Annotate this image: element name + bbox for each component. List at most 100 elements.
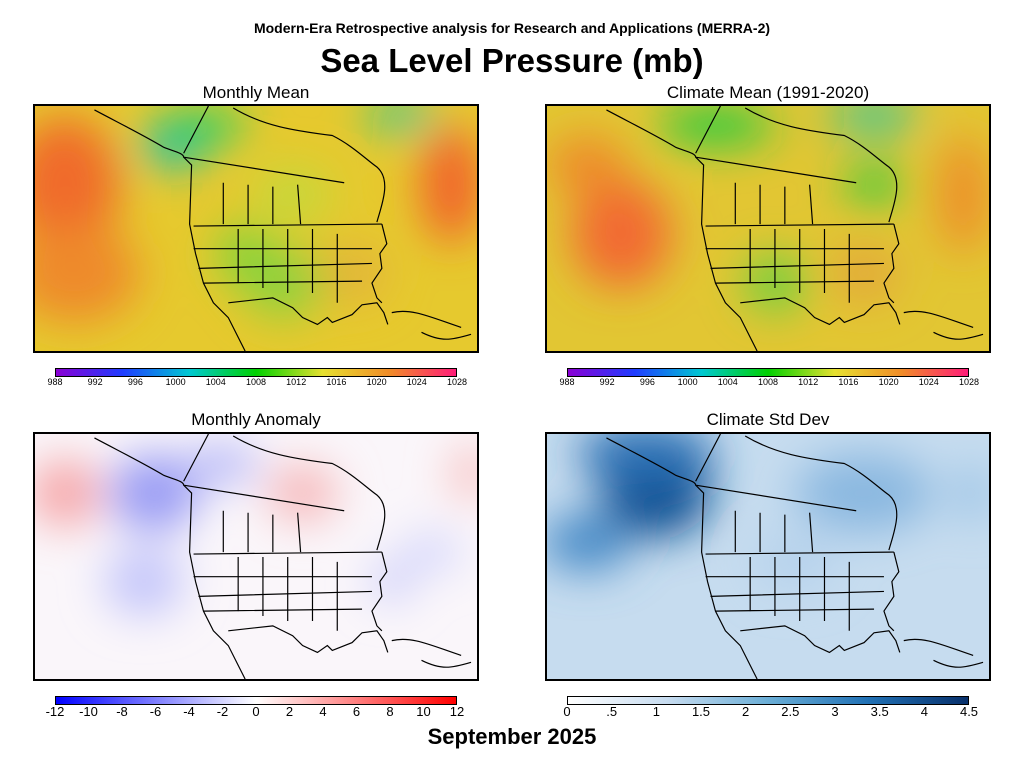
colorbar-ticks-climate-mean: 988 992 996 1000 1004 1008 1012 1016 1020 1024 102… <box>559 377 979 391</box>
colorbar-ticks-monthly-anomaly: -12 -10 -8 -6 -4 -2 0 2 4 6 8 10 12 <box>46 704 465 719</box>
map-boundary-line <box>193 551 382 555</box>
colorbar-tick-label: 996 <box>639 377 655 387</box>
period-label: September 2025 <box>427 724 597 749</box>
colorbar-tick-label: 1016 <box>838 377 859 387</box>
map-boundary-line <box>193 223 382 227</box>
field-feature <box>755 532 835 592</box>
map-boundary-line <box>371 551 388 632</box>
map-boundary-line <box>695 434 721 482</box>
map-boundary-line <box>222 182 302 225</box>
map-boundary-line <box>193 248 372 284</box>
colorbar-tick-label: 1.5 <box>691 704 711 719</box>
colorbar-tick-label: 3 <box>831 704 839 719</box>
field-feature <box>253 165 333 225</box>
field-feature <box>35 224 140 323</box>
colorbar-tick-label: 996 <box>127 377 143 387</box>
field-feature <box>656 106 775 146</box>
field-feature <box>547 512 632 572</box>
panel-title-climate-stddev: Climate Std Dev <box>706 410 830 429</box>
colorbar-tick-label: 1028 <box>958 377 980 387</box>
colorbar-tick-label: 2 <box>285 704 294 719</box>
colorbar-tick-label: 992 <box>599 377 615 387</box>
colorbar-tick-label: -10 <box>79 704 98 719</box>
field-feature <box>938 135 989 254</box>
colorbar-tick-label: 8 <box>386 704 394 719</box>
main-title: Sea Level Pressure (mb) <box>320 42 704 79</box>
map-boundary-line <box>740 297 901 326</box>
colorbar-tick-label: .5 <box>606 704 618 719</box>
colorbar-tick-label: 1008 <box>245 377 267 387</box>
map-boundary-line <box>228 625 389 654</box>
map-boundary-line <box>228 297 389 326</box>
map-boundary-line <box>237 228 338 303</box>
colorbar-tick-label: 1008 <box>757 377 779 387</box>
colorbar-tick-label: 0 <box>563 704 571 719</box>
map-boundary-line <box>734 182 814 225</box>
field-feature <box>547 135 627 195</box>
field-feature <box>371 561 412 602</box>
field-feature <box>188 443 258 484</box>
colorbar-tick-label: -8 <box>116 704 128 719</box>
map-boundary-line <box>744 435 898 551</box>
colorbar-tick-label: 1020 <box>878 377 899 387</box>
map-boundary-line <box>883 223 900 304</box>
map-boundary-line <box>94 109 246 351</box>
map-boundary-line <box>695 156 857 184</box>
map-boundary-line <box>734 510 814 553</box>
field-feature <box>421 125 477 244</box>
map-boundary-line <box>740 625 901 654</box>
map-boundary-line <box>606 437 758 679</box>
field-feature <box>317 243 387 303</box>
field-feature <box>829 106 919 131</box>
colorbar-tick-label: 1000 <box>165 377 186 387</box>
field-feature <box>451 443 477 503</box>
colorbar-tick-label: 1024 <box>918 377 939 387</box>
colorbar-tick-label: 1 <box>652 704 660 719</box>
map-boundary-line <box>193 576 372 612</box>
field-feature <box>218 224 268 284</box>
map-climate-stddev <box>545 432 991 681</box>
map-boundary-line <box>371 223 388 304</box>
colorbar-tick-label: 2 <box>742 704 750 719</box>
colorbar-tick-label: -4 <box>183 704 195 719</box>
map-boundary-line <box>705 223 894 227</box>
colorbar-tick-label: 2.5 <box>781 704 800 719</box>
map-boundary-line <box>391 638 472 668</box>
colorbar-ticks-climate-stddev: 0 .5 1 1.5 2 2.5 3 3.5 4 4.5 <box>563 704 978 719</box>
field-feature <box>829 243 899 303</box>
colorbar-climate-mean <box>567 368 969 377</box>
map-monthly-anomaly <box>33 432 479 681</box>
panel-title-climate-mean: Climate Mean (1991-2020) <box>666 83 870 102</box>
map-boundary-line <box>183 106 209 154</box>
map-boundary-line <box>94 437 246 679</box>
field-feature <box>35 458 100 528</box>
map-boundary-line <box>749 228 850 303</box>
colorbar-monthly-anomaly <box>55 696 457 705</box>
field-feature <box>158 108 249 143</box>
colorbar-tick-label: 988 <box>47 377 63 387</box>
map-boundary-line <box>903 310 984 340</box>
field-feature <box>571 179 671 289</box>
colorbar-monthly-mean <box>55 368 457 377</box>
colorbar-tick-label: 1024 <box>406 377 427 387</box>
field-feature <box>794 453 934 533</box>
map-boundary-line <box>744 107 898 223</box>
colorbar-tick-label: 1020 <box>366 377 387 387</box>
map-boundary-line <box>705 576 884 612</box>
map-boundary-line <box>183 434 209 482</box>
map-boundary-line <box>749 556 850 631</box>
colorbar-tick-label: 1012 <box>798 377 819 387</box>
map-boundary-line <box>695 106 721 154</box>
map-boundary-line <box>695 484 857 512</box>
colorbar-tick-label: -12 <box>45 704 65 719</box>
map-boundary-line <box>705 551 894 555</box>
panel-title-monthly-mean: Monthly Mean <box>202 83 310 102</box>
panel-title-monthly-anomaly: Monthly Anomaly <box>191 410 321 429</box>
map-boundary-line <box>606 109 758 351</box>
colorbar-tick-label: 1016 <box>326 377 347 387</box>
colorbar-tick-label: 988 <box>559 377 575 387</box>
map-boundary-line <box>232 435 386 551</box>
colorbar-tick-label: 4 <box>920 704 928 719</box>
map-boundary-line <box>237 556 338 631</box>
map-boundary-line <box>183 484 345 512</box>
